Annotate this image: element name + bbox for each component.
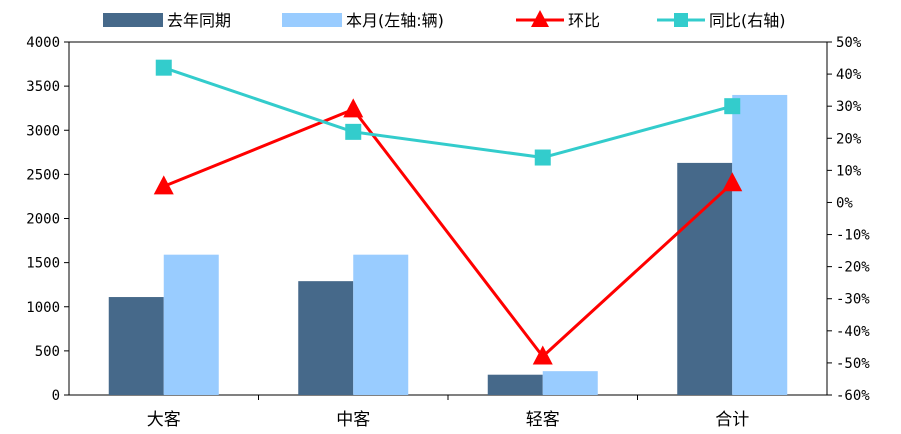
right-tick-label: -10%: [836, 228, 870, 244]
legend-label: 去年同期: [167, 11, 231, 30]
right-tick-label: 0%: [836, 195, 853, 211]
right-tick-label: -50%: [836, 356, 870, 372]
series-line: [163, 66, 733, 160]
bar: [732, 94, 788, 395]
right-tick-label: -40%: [836, 324, 870, 340]
square-marker: [534, 149, 551, 166]
left-tick-label: 2000: [26, 212, 60, 228]
x-category-label: 大客: [147, 410, 181, 430]
right-tick-label: 20%: [836, 131, 862, 147]
series-line: [163, 107, 734, 358]
bar: [677, 162, 733, 395]
x-category-label: 合计: [715, 410, 749, 430]
legend-label: 环比: [568, 11, 600, 30]
right-tick-label: -30%: [836, 292, 870, 308]
bar: [487, 374, 543, 395]
triangle-marker: [343, 98, 364, 118]
right-y-axis: -60% -50% -40% -30% -20% -10% 0% 10% 20% 30% 40% 50…: [827, 35, 870, 404]
right-tick-label: -20%: [836, 260, 870, 276]
left-tick-label: 4000: [26, 35, 60, 51]
left-tick-label: 0: [52, 388, 60, 404]
square-marker: [155, 59, 172, 76]
legend-marker: [531, 10, 549, 27]
right-tick-label: 50%: [836, 35, 862, 51]
legend: 去年同期 本月(左轴:辆) 环比 同比(右轴): [103, 10, 786, 30]
x-category-label: 中客: [336, 410, 370, 430]
bar: [542, 371, 598, 395]
legend-label: 本月(左轴:辆): [346, 11, 444, 30]
bar: [298, 281, 354, 395]
left-tick-label: 3500: [26, 79, 60, 95]
left-tick-label: 2500: [26, 167, 60, 183]
legend-swatch: [103, 13, 163, 27]
plot-area: [68, 41, 828, 396]
right-tick-label: 40%: [836, 67, 862, 83]
triangle-marker: [153, 175, 174, 195]
legend-swatch: [282, 13, 342, 27]
right-tick-label: 10%: [836, 163, 862, 179]
legend-marker: [674, 13, 688, 27]
left-y-axis: 0 500 1000 1500 2000 2500 3000 3500 4000: [26, 35, 69, 404]
left-tick-label: 3000: [26, 123, 60, 139]
right-tick-label: -60%: [836, 388, 870, 404]
left-tick-label: 1500: [26, 256, 60, 272]
square-marker: [724, 98, 741, 115]
bar: [163, 254, 219, 395]
x-category-label: 轻客: [526, 410, 560, 430]
square-marker: [345, 123, 362, 140]
triangle-marker: [532, 345, 553, 365]
left-tick-label: 500: [35, 344, 60, 360]
triangle-marker: [722, 172, 743, 192]
legend-label: 同比(右轴): [709, 11, 786, 30]
bar: [108, 297, 164, 395]
bar: [353, 254, 409, 395]
x-axis: 大客 中客 轻客 合计: [147, 395, 749, 430]
left-tick-label: 1000: [26, 300, 60, 316]
right-tick-label: 30%: [836, 99, 862, 115]
